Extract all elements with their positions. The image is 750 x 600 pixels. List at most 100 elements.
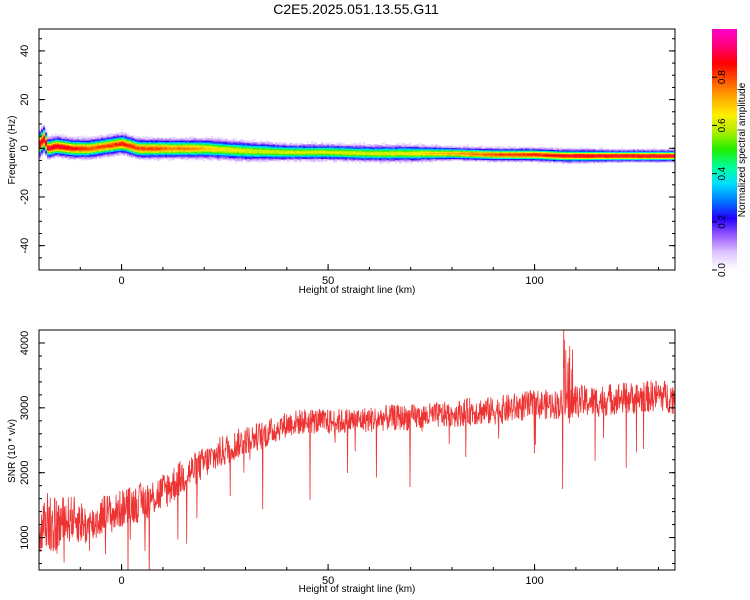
heatmap-cell (225, 142, 228, 145)
heatmap-cell (197, 150, 200, 152)
heatmap-cell (307, 146, 310, 149)
heatmap-cell (99, 135, 102, 137)
heatmap-cell (153, 137, 156, 140)
heatmap-cell (397, 159, 400, 162)
heatmap-cell (635, 148, 638, 151)
heatmap-cell (531, 157, 534, 160)
heatmap-cell (281, 145, 284, 147)
heatmap-cell (607, 152, 610, 155)
heatmap-cell (229, 146, 232, 149)
heatmap-cell (623, 153, 626, 156)
heatmap-cell (463, 158, 466, 161)
heatmap-cell (399, 145, 402, 147)
heatmap-cell (443, 157, 446, 160)
heatmap-cell (341, 152, 344, 155)
heatmap-cell (153, 139, 156, 141)
heatmap-cell (569, 157, 572, 160)
heatmap-cell (215, 137, 218, 139)
heatmap-cell (355, 154, 358, 157)
heatmap-cell (519, 156, 522, 158)
heatmap-cell (595, 150, 598, 152)
heatmap-cell (191, 137, 194, 140)
heatmap-cell (333, 161, 336, 163)
heatmap-cell (267, 141, 270, 143)
heatmap-cell (477, 153, 480, 155)
heatmap-cell (209, 151, 212, 154)
heatmap-cell (67, 149, 70, 151)
heatmap-cell (421, 159, 424, 162)
heatmap-cell (333, 157, 336, 160)
heatmap-cell (559, 148, 562, 151)
heatmap-cell (307, 158, 310, 161)
heatmap-cell (59, 145, 62, 148)
heatmap-cell (163, 140, 166, 142)
heatmap-cell (367, 158, 370, 161)
heatmap-cell (309, 158, 312, 161)
heatmap-cell (329, 145, 332, 147)
heatmap-cell (221, 154, 224, 157)
heatmap-cell (71, 143, 74, 146)
heatmap-cell (131, 151, 134, 154)
heatmap-cell (273, 154, 276, 157)
heatmap-cell (111, 138, 114, 140)
heatmap-cell (179, 141, 182, 144)
heatmap-cell (67, 140, 70, 143)
heatmap-cell (211, 157, 214, 160)
heatmap-cell (183, 145, 186, 147)
heatmap-cell (293, 145, 296, 147)
heatmap-cell (445, 156, 448, 158)
heatmap-cell (213, 157, 216, 160)
heatmap-cell (403, 146, 406, 149)
heatmap-cell (585, 147, 588, 150)
heatmap-cell (103, 152, 106, 155)
heatmap-cell (273, 147, 276, 149)
heatmap-cell (323, 154, 326, 157)
heatmap-cell (381, 147, 384, 150)
heatmap-cell (181, 151, 184, 153)
heatmap-cell (81, 157, 84, 160)
heatmap-cell (417, 157, 420, 160)
heatmap-cell (55, 153, 58, 156)
heatmap-cell (365, 159, 368, 162)
heatmap-cell (489, 151, 492, 153)
heatmap-cell (499, 146, 502, 149)
heatmap-cell (535, 158, 538, 161)
heatmap-cell (499, 154, 502, 157)
heatmap-cell (649, 161, 652, 163)
heatmap-cell (507, 152, 510, 155)
heatmap-cell (45, 141, 48, 143)
heatmap-cell (631, 156, 634, 158)
heatmap-cell (193, 152, 196, 155)
heatmap-cell (269, 147, 272, 149)
heatmap-cell (533, 152, 536, 155)
heatmap-cell (601, 150, 604, 152)
heatmap-cell (447, 147, 450, 150)
heatmap-cell (533, 153, 536, 156)
heatmap-cell (537, 152, 540, 155)
heatmap-cell (257, 144, 260, 146)
heatmap-cell (383, 142, 386, 145)
heatmap-cell (647, 148, 650, 151)
heatmap-cell (143, 147, 146, 150)
heatmap-cell (57, 139, 60, 141)
heatmap-cell (569, 162, 572, 164)
heatmap-cell (561, 152, 564, 155)
heatmap-cell (529, 154, 532, 157)
heatmap-cell (179, 140, 182, 142)
heatmap-cell (85, 148, 88, 151)
heatmap-cell (169, 142, 172, 145)
heatmap-cell (545, 161, 548, 164)
heatmap-cell (349, 155, 352, 158)
heatmap-cell (589, 158, 592, 161)
heatmap-cell (157, 142, 160, 145)
heatmap-cell (255, 141, 258, 144)
heatmap-cell (631, 154, 634, 157)
heatmap-cell (155, 141, 158, 144)
heatmap-cell (381, 161, 384, 163)
heatmap-cell (267, 149, 270, 152)
heatmap-cell (267, 144, 270, 147)
heatmap-cell (421, 162, 424, 164)
heatmap-cell (311, 156, 314, 158)
heatmap-cell (243, 146, 246, 148)
